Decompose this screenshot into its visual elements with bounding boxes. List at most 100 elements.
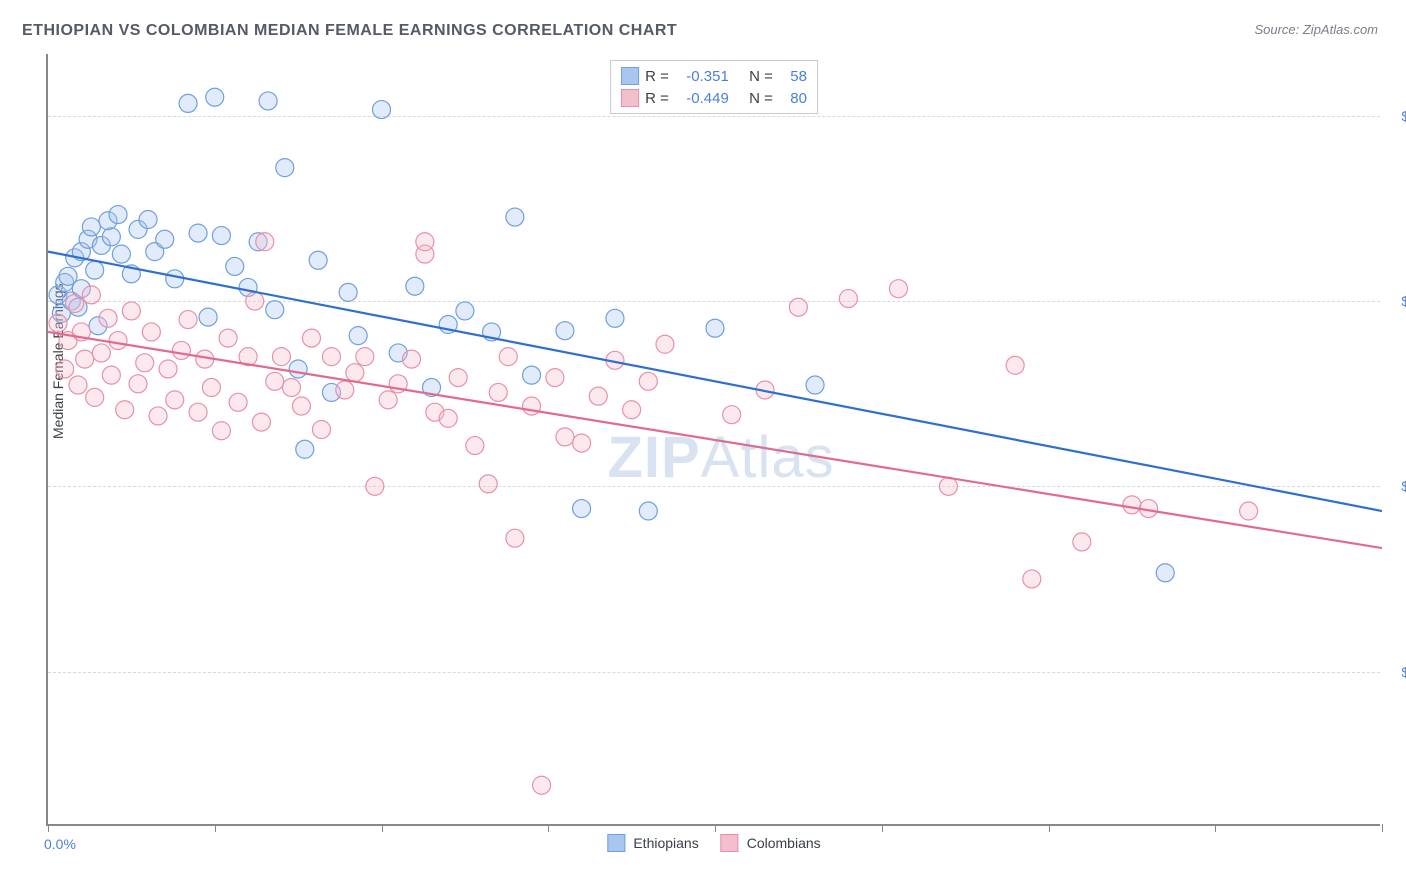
data-point — [336, 381, 354, 399]
data-point — [723, 406, 741, 424]
legend-r-value: -0.351 — [675, 68, 729, 85]
data-point — [1006, 356, 1024, 374]
data-point — [523, 366, 541, 384]
data-point — [489, 383, 507, 401]
x-tick — [1382, 824, 1383, 832]
data-point — [309, 251, 327, 269]
data-point — [82, 286, 100, 304]
correlation-legend: R =-0.351 N =58R =-0.449 N =80 — [610, 60, 818, 114]
data-point — [86, 388, 104, 406]
data-point — [172, 341, 190, 359]
data-point — [366, 477, 384, 495]
data-point — [789, 298, 807, 316]
data-point — [212, 227, 230, 245]
data-point — [109, 332, 127, 350]
data-point — [109, 206, 127, 224]
data-point — [439, 409, 457, 427]
x-tick — [1215, 824, 1216, 832]
data-point — [156, 230, 174, 248]
data-point — [296, 440, 314, 458]
legend-n-label: N = — [749, 68, 773, 85]
data-point — [189, 224, 207, 242]
legend-label: Ethiopians — [633, 835, 698, 851]
data-point — [456, 302, 474, 320]
data-point — [349, 327, 367, 345]
data-point — [656, 335, 674, 353]
x-tick — [715, 824, 716, 832]
legend-r-value: -0.449 — [675, 90, 729, 107]
data-point — [479, 475, 497, 493]
data-point — [623, 401, 641, 419]
data-point — [889, 280, 907, 298]
data-point — [102, 228, 120, 246]
legend-swatch — [621, 89, 639, 107]
data-point — [506, 529, 524, 547]
data-point — [573, 434, 591, 452]
x-tick — [382, 824, 383, 832]
data-point — [179, 311, 197, 329]
data-point — [69, 376, 87, 394]
data-point — [229, 393, 247, 411]
x-tick — [1049, 824, 1050, 832]
legend-r-label: R = — [645, 90, 669, 107]
x-tick — [548, 824, 549, 832]
data-point — [639, 372, 657, 390]
plot-area: Median Female Earnings $15,000$30,000$45… — [46, 54, 1380, 826]
data-point — [556, 322, 574, 340]
data-point — [546, 369, 564, 387]
correlation-legend-row: R =-0.351 N =58 — [621, 65, 807, 87]
data-point — [212, 422, 230, 440]
data-point — [56, 360, 74, 378]
data-point — [226, 257, 244, 275]
data-point — [339, 283, 357, 301]
correlation-legend-row: R =-0.449 N =80 — [621, 87, 807, 109]
data-point — [92, 344, 110, 362]
data-point — [76, 350, 94, 368]
data-point — [149, 407, 167, 425]
data-point — [1073, 533, 1091, 551]
data-point — [66, 295, 84, 313]
data-point — [266, 372, 284, 390]
data-point — [356, 348, 374, 366]
data-point — [806, 376, 824, 394]
data-point — [189, 403, 207, 421]
data-point — [416, 233, 434, 251]
data-point — [272, 348, 290, 366]
data-point — [86, 261, 104, 279]
data-point — [259, 92, 277, 110]
data-point — [166, 391, 184, 409]
x-tick — [48, 824, 49, 832]
data-point — [556, 428, 574, 446]
data-point — [179, 94, 197, 112]
data-point — [202, 379, 220, 397]
trend-line — [48, 332, 1382, 548]
data-point — [159, 360, 177, 378]
y-tick-label: $15,000 — [1386, 664, 1406, 680]
data-point — [199, 308, 217, 326]
data-point — [403, 350, 421, 368]
data-point — [322, 348, 340, 366]
chart-svg — [48, 54, 1380, 824]
data-point — [839, 290, 857, 308]
data-point — [1240, 502, 1258, 520]
data-point — [533, 776, 551, 794]
data-point — [589, 387, 607, 405]
data-point — [606, 309, 624, 327]
data-point — [142, 323, 160, 341]
data-point — [449, 369, 467, 387]
data-point — [373, 101, 391, 119]
data-point — [102, 366, 120, 384]
data-point — [219, 329, 237, 347]
data-point — [506, 208, 524, 226]
data-point — [166, 270, 184, 288]
legend-n-label: N = — [749, 90, 773, 107]
trend-line — [48, 252, 1382, 511]
source-attribution: Source: ZipAtlas.com — [1254, 22, 1378, 37]
data-point — [282, 379, 300, 397]
data-point — [939, 477, 957, 495]
data-point — [639, 502, 657, 520]
data-point — [99, 309, 117, 327]
data-point — [1123, 496, 1141, 514]
data-point — [312, 421, 330, 439]
legend-swatch — [607, 834, 625, 852]
